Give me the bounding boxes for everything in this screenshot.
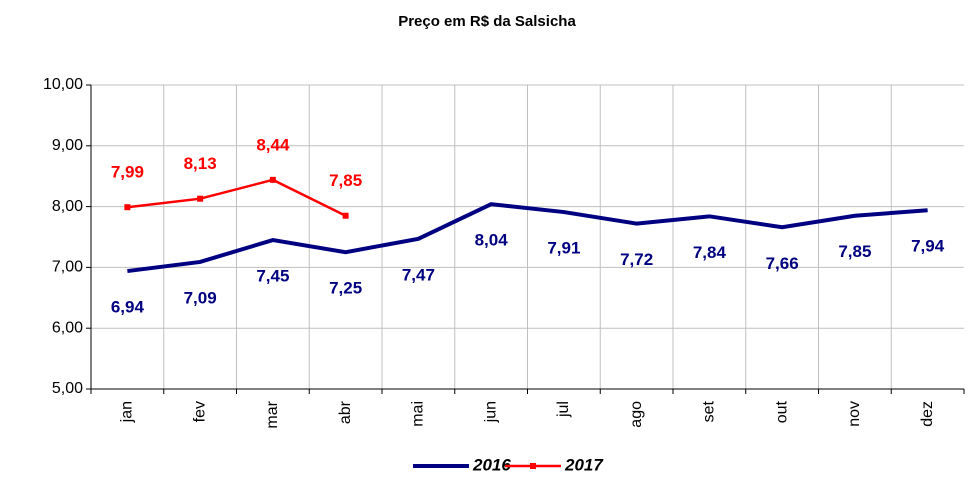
y-tick-label: 8,00 [52, 198, 83, 215]
legend-label: 2017 [564, 455, 604, 474]
x-tick-label: jul [555, 401, 572, 418]
x-tick-label: out [773, 400, 790, 423]
data-label: 8,13 [184, 154, 217, 173]
data-label: 7,47 [402, 265, 435, 284]
x-tick-label: jun [482, 401, 499, 423]
y-tick-label: 9,00 [52, 137, 83, 154]
x-tick-label: mar [264, 400, 281, 428]
chart-title: Preço em R$ da Salsicha [398, 13, 576, 30]
data-label: 7,66 [766, 254, 799, 273]
x-tick-label: abr [337, 400, 354, 424]
legend-label: 2016 [472, 455, 511, 474]
legend-marker [530, 463, 536, 469]
data-label: 7,72 [620, 250, 653, 269]
data-label: 7,25 [329, 279, 362, 298]
data-label: 7,09 [184, 288, 217, 307]
x-tick-label: mai [410, 401, 427, 427]
data-label: 7,84 [693, 243, 727, 262]
y-tick-label: 7,00 [52, 259, 83, 276]
y-tick-label: 10,00 [43, 76, 83, 93]
data-label: 8,04 [475, 231, 509, 250]
x-tick-label: dez [919, 401, 936, 427]
data-label: 7,85 [329, 171, 362, 190]
y-tick-label: 5,00 [52, 380, 83, 397]
data-label: 7,85 [838, 242, 871, 261]
series-line [127, 178, 347, 217]
data-label: 7,91 [547, 239, 580, 258]
x-tick-label: nov [846, 401, 863, 427]
x-tick-label: fev [191, 401, 208, 422]
data-label: 8,44 [256, 135, 290, 154]
point-marker [197, 195, 204, 202]
x-tick-label: set [701, 400, 718, 422]
data-label: 7,99 [111, 163, 144, 182]
point-marker [342, 212, 349, 219]
data-label: 7,94 [911, 237, 945, 256]
point-marker [269, 176, 276, 183]
x-tick-label: jan [119, 401, 136, 423]
y-tick-label: 6,00 [52, 319, 83, 336]
point-marker [124, 204, 131, 211]
data-label: 7,45 [256, 267, 289, 286]
data-label: 6,94 [111, 298, 145, 317]
x-tick-label: ago [628, 401, 645, 428]
series-line [127, 202, 928, 274]
